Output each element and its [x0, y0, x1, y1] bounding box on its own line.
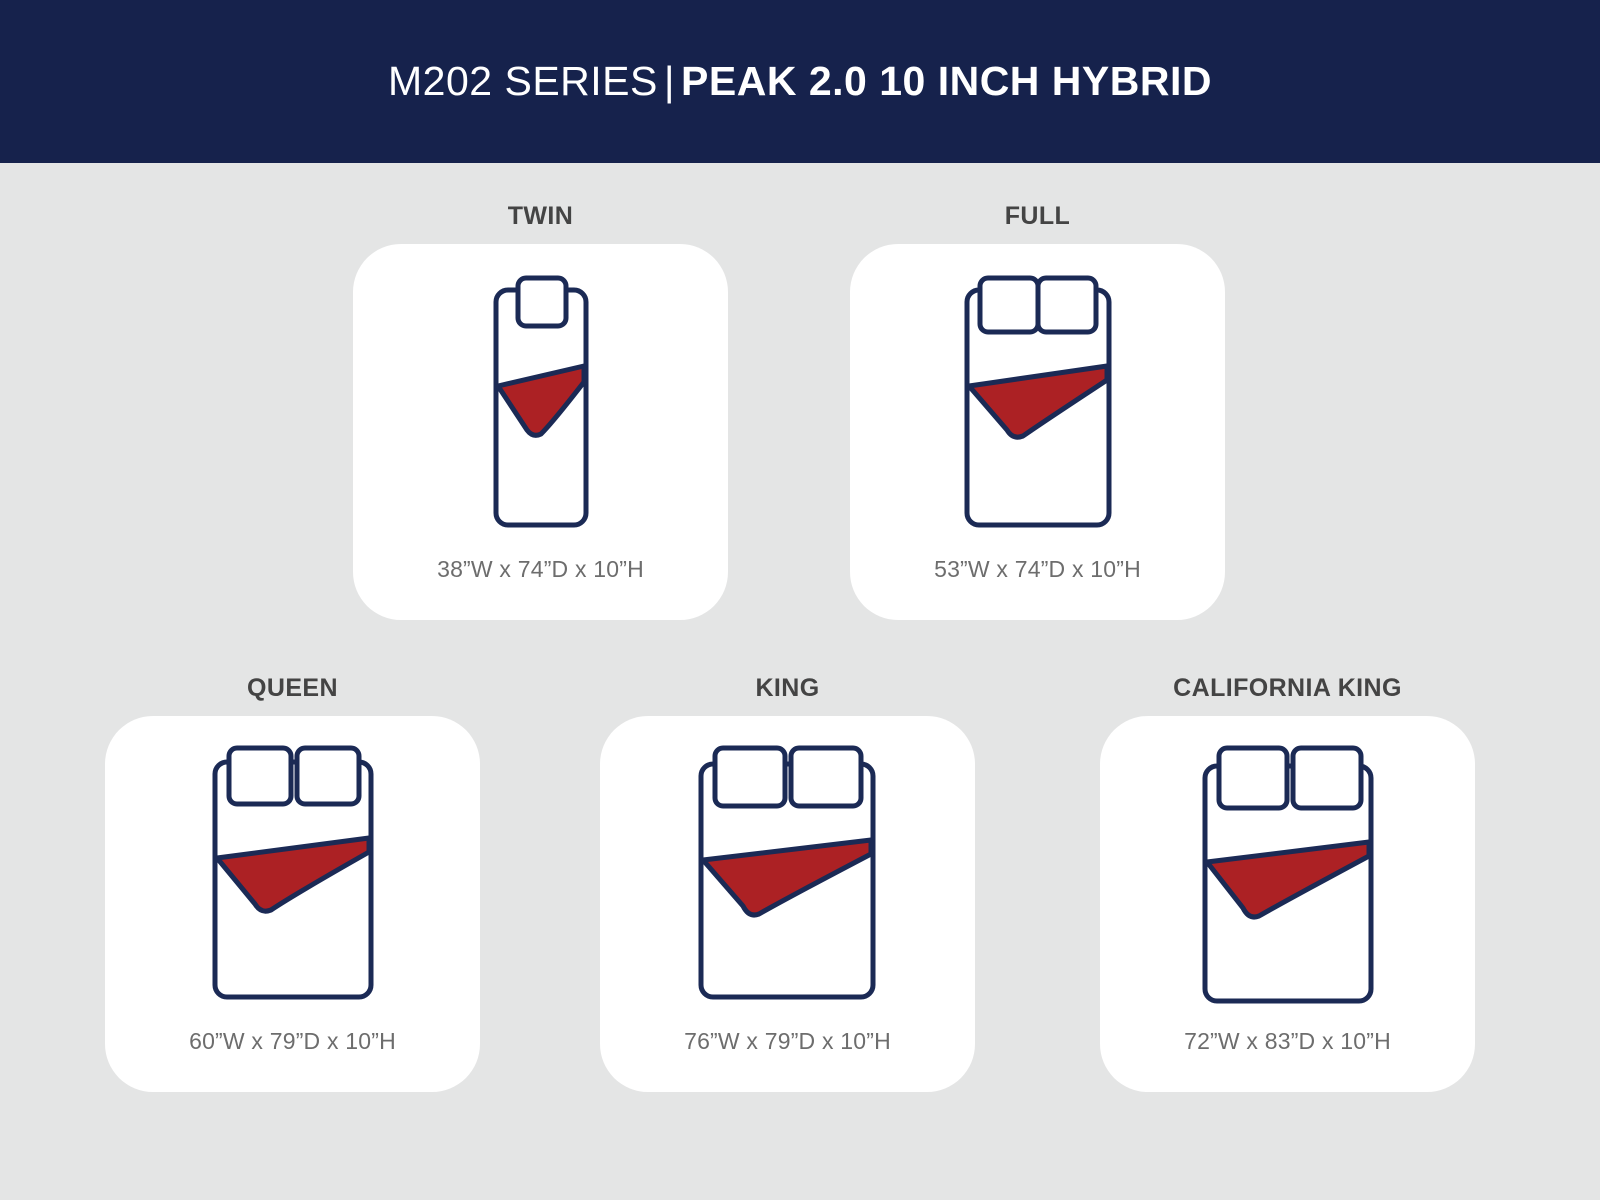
size-card-twin[interactable]: TWIN 38”W x 74”D x 10”H [353, 204, 728, 620]
size-grid: TWIN 38”W x 74”D x 10”H FULL [0, 163, 1600, 1200]
size-label-full: FULL [1004, 202, 1071, 230]
size-card-king[interactable]: KING 76”W x 79”D x 10”H [600, 676, 975, 1092]
size-dimensions-california-king: 72”W x 83”D x 10”H [1184, 1028, 1391, 1054]
size-card-full[interactable]: FULL 53”W x 74”D x 10”H [850, 204, 1225, 620]
bed-california-king-icon [1202, 745, 1373, 1004]
size-dimensions-twin: 38”W x 74”D x 10”H [437, 556, 644, 582]
size-dimensions-king: 76”W x 79”D x 10”H [684, 1028, 891, 1054]
title-separator: | [663, 58, 676, 104]
size-card-box-king: 76”W x 79”D x 10”H [600, 716, 975, 1092]
size-label-california-king: CALIFORNIA KING [1173, 674, 1402, 702]
size-label-twin: TWIN [507, 202, 574, 230]
bed-queen-icon [212, 745, 373, 1000]
size-dimensions-queen: 60”W x 79”D x 10”H [189, 1028, 396, 1054]
page-title: M202 SERIES | PEAK 2.0 10 INCH HYBRID [388, 58, 1212, 105]
bed-king-icon [698, 745, 875, 1000]
size-card-box-california-king: 72”W x 83”D x 10”H [1100, 716, 1475, 1092]
series-name: M202 SERIES [388, 58, 658, 104]
size-card-box-full: 53”W x 74”D x 10”H [850, 244, 1225, 620]
size-dimensions-full: 53”W x 74”D x 10”H [934, 556, 1141, 582]
size-card-california-king[interactable]: CALIFORNIA KING 72”W x 83”D x 10”H [1100, 676, 1475, 1092]
bed-full-icon [964, 275, 1111, 528]
size-card-box-queen: 60”W x 79”D x 10”H [105, 716, 480, 1092]
model-name: PEAK 2.0 10 INCH HYBRID [681, 58, 1212, 104]
size-card-box-twin: 38”W x 74”D x 10”H [353, 244, 728, 620]
size-card-queen[interactable]: QUEEN 60”W x 79”D x 10”H [105, 676, 480, 1092]
bed-twin-icon [493, 275, 588, 528]
header-bar: M202 SERIES | PEAK 2.0 10 INCH HYBRID [0, 0, 1600, 163]
size-label-king: KING [755, 674, 820, 702]
size-label-queen: QUEEN [247, 674, 338, 702]
